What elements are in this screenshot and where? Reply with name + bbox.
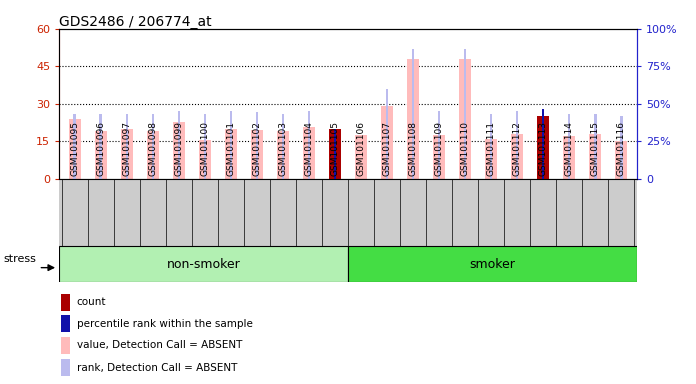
Bar	[147, 131, 159, 179]
Bar	[61, 359, 70, 376]
Bar	[620, 116, 622, 179]
Bar	[251, 130, 263, 179]
Bar	[74, 114, 76, 179]
Bar	[386, 89, 388, 179]
Bar	[121, 129, 133, 179]
Bar	[381, 106, 393, 179]
Bar	[95, 131, 106, 179]
Bar	[615, 141, 627, 179]
Text: count: count	[77, 297, 106, 307]
Bar	[204, 114, 206, 179]
Bar	[59, 246, 348, 282]
Text: rank, Detection Call = ABSENT: rank, Detection Call = ABSENT	[77, 363, 237, 373]
Bar	[277, 131, 289, 179]
Bar	[100, 114, 102, 179]
Bar	[485, 139, 497, 179]
Bar	[329, 129, 341, 179]
Text: percentile rank within the sample: percentile rank within the sample	[77, 319, 253, 329]
Bar	[438, 111, 441, 179]
Text: smoker: smoker	[470, 258, 515, 270]
Bar	[308, 111, 310, 179]
Bar	[282, 114, 284, 179]
Bar	[303, 127, 315, 179]
Text: non-smoker: non-smoker	[167, 258, 240, 270]
Bar	[69, 119, 81, 179]
Text: stress: stress	[3, 253, 36, 263]
Bar	[333, 129, 336, 179]
Bar	[61, 337, 70, 354]
Bar	[590, 134, 601, 179]
Bar	[348, 246, 637, 282]
Bar	[568, 114, 571, 179]
Bar	[563, 136, 575, 179]
Bar	[542, 109, 544, 179]
Text: GDS2486 / 206774_at: GDS2486 / 206774_at	[59, 15, 212, 29]
Bar	[512, 134, 523, 179]
Bar	[255, 113, 258, 179]
Bar	[177, 111, 180, 179]
Bar	[152, 114, 154, 179]
Bar	[407, 59, 419, 179]
Text: value, Detection Call = ABSENT: value, Detection Call = ABSENT	[77, 340, 242, 350]
Bar	[490, 114, 492, 179]
Bar	[459, 59, 471, 179]
Bar	[61, 315, 70, 332]
Bar	[230, 111, 232, 179]
Bar	[355, 135, 367, 179]
Bar	[537, 116, 549, 179]
Bar	[225, 129, 237, 179]
Bar	[173, 122, 184, 179]
Bar	[464, 49, 466, 179]
Bar	[329, 156, 341, 179]
Bar	[61, 294, 70, 311]
Bar	[594, 114, 596, 179]
Bar	[516, 111, 519, 179]
Bar	[199, 140, 211, 179]
Bar	[412, 49, 414, 179]
Bar	[125, 114, 128, 179]
Bar	[433, 135, 445, 179]
